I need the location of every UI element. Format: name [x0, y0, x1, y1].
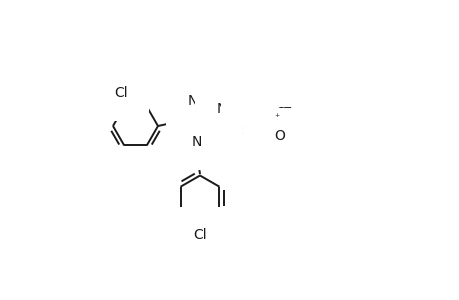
Text: N: N	[265, 117, 277, 132]
Text: N: N	[191, 135, 202, 149]
Text: Cl: Cl	[193, 228, 207, 242]
Text: N: N	[187, 94, 197, 108]
Text: N: N	[216, 102, 226, 116]
Text: ⁺: ⁺	[273, 113, 279, 123]
Text: S: S	[241, 124, 250, 138]
Text: −: −	[282, 103, 291, 113]
Text: Cl: Cl	[114, 86, 128, 100]
Text: O: O	[274, 129, 285, 142]
Text: O: O	[274, 106, 285, 120]
